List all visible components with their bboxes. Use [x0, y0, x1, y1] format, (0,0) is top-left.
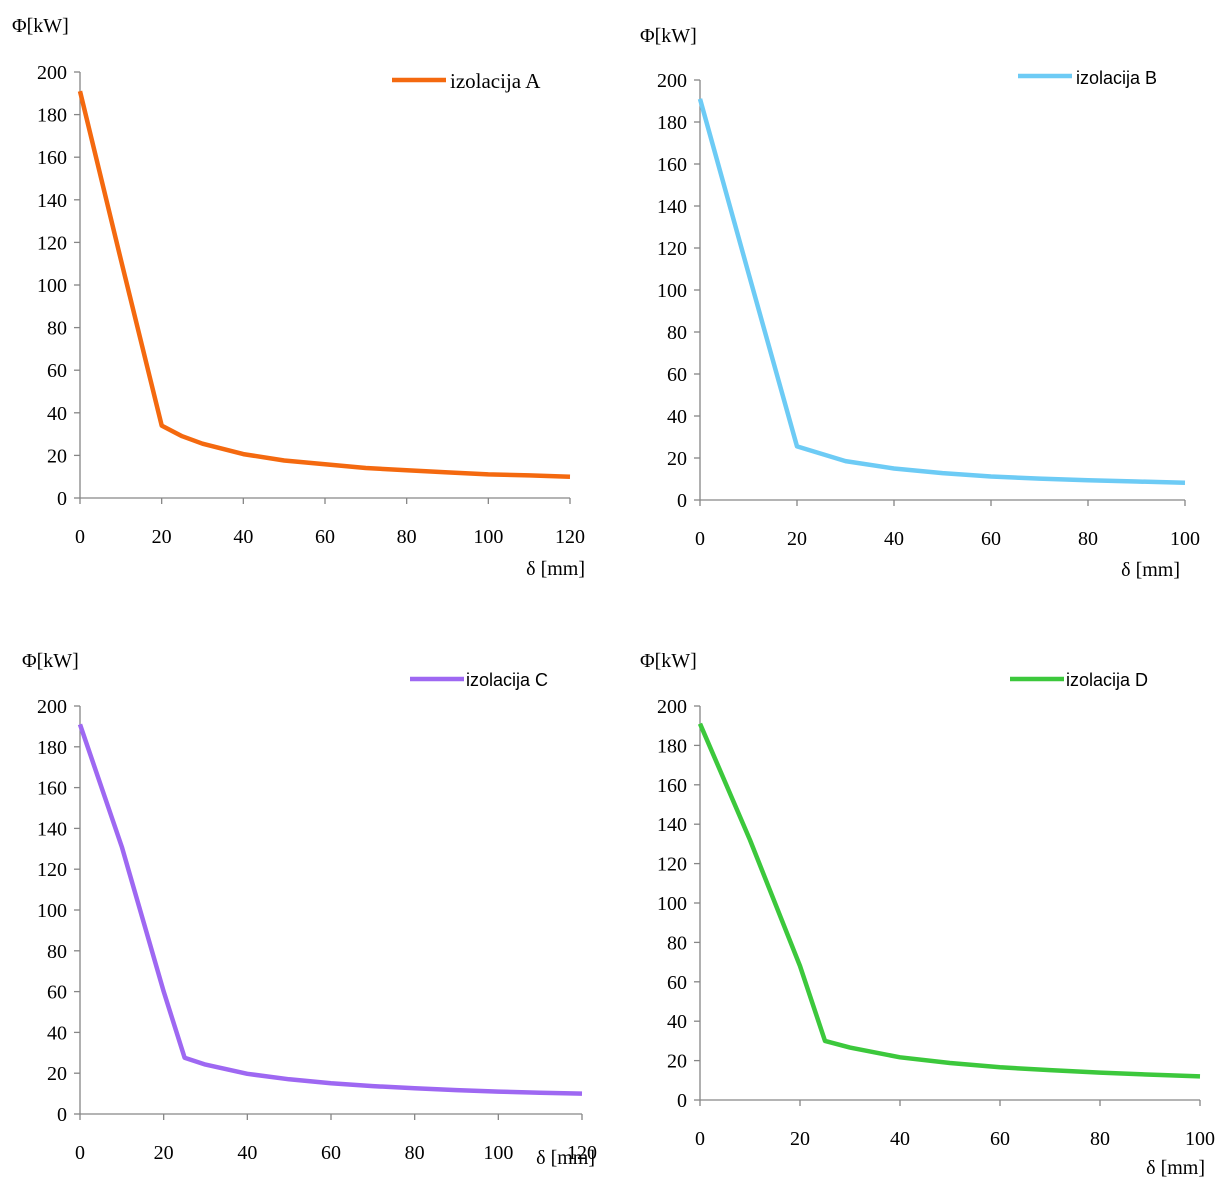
chart-a-y-tick-label: 140 [37, 190, 67, 212]
chart-c-series-line [77, 723, 583, 1096]
chart-a-y-tick-label: 20 [47, 445, 67, 467]
chart-a-y-tick-label: 60 [47, 360, 67, 382]
chart-izolacija-c: 0 20 40 60 80 100 120 140 160 180 200 0 20 40 60 80 100 1… [22, 650, 597, 1169]
chart-c-x-tick-label: 60 [321, 1142, 341, 1164]
chart-d-x-tick-label: 0 [695, 1128, 705, 1150]
chart-b-x-tick-label: 60 [981, 528, 1001, 550]
chart-b-x-tick-label: 40 [884, 528, 904, 550]
chart-c-x-tick-label: 120 [567, 1142, 597, 1164]
chart-d-y-tick-label: 100 [657, 893, 687, 915]
chart-b-y-tick-label: 60 [667, 364, 687, 386]
chart-a-y-tick-label: 80 [47, 318, 67, 340]
chart-izolacija-b: 0 20 40 60 80 100 120 140 160 180 200 0 20 40 60 80 100 Φ… [640, 25, 1200, 581]
chart-c-y-tick-label: 80 [47, 941, 67, 963]
chart-a-y-tick-label: 120 [37, 232, 67, 254]
chart-a-x-tick-label: 0 [75, 526, 85, 548]
chart-a-legend-label: izolacija A [450, 69, 541, 93]
chart-c-legend-label: izolacija C [466, 670, 548, 690]
chart-c-y-tick-label: 160 [37, 778, 67, 800]
chart-c-x-axis-label: δ [mm] [536, 1147, 595, 1169]
chart-izolacija-d: 0 20 40 60 80 100 120 140 160 180 200 0 20 40 60 80 100 Φ… [640, 650, 1215, 1179]
chart-c-y-tick-label: 40 [47, 1022, 67, 1044]
chart-c-x-tick-label: 40 [237, 1142, 257, 1164]
chart-a-y-tick-label: 200 [37, 62, 67, 84]
chart-b-y-tick-label: 160 [657, 154, 687, 176]
chart-a-y-tick-label: 40 [47, 403, 67, 425]
chart-b-y-axis-label: Φ[kW] [640, 25, 697, 47]
chart-a-x-tick-label: 60 [315, 526, 335, 548]
chart-a-x-tick-label: 40 [233, 526, 253, 548]
chart-c-y-tick-label: 140 [37, 818, 67, 840]
chart-b-x-tick-label: 20 [787, 528, 807, 550]
chart-b-x-tick-label: 100 [1170, 528, 1200, 550]
chart-b-x-tick-label: 80 [1078, 528, 1098, 550]
chart-c-x-tick-label: 0 [75, 1142, 85, 1164]
chart-a-y-tick-label: 0 [57, 488, 67, 510]
chart-d-x-tick-label: 40 [890, 1128, 910, 1150]
chart-d-y-tick-label: 60 [667, 972, 687, 994]
chart-d-x-tick-label: 100 [1185, 1128, 1215, 1150]
chart-d-y-tick-label: 160 [657, 775, 687, 797]
chart-d-y-tick-label: 0 [677, 1090, 687, 1112]
chart-a-x-tick-label: 80 [397, 526, 417, 548]
chart-b-series-line [697, 98, 1186, 486]
chart-d-y-axis-label: Φ[kW] [640, 650, 697, 672]
chart-c-x-tick-label: 80 [405, 1142, 425, 1164]
chart-b-y-tick-label: 140 [657, 196, 687, 218]
chart-d-y-tick-label: 120 [657, 854, 687, 876]
chart-a-y-tick-label: 180 [37, 105, 67, 127]
chart-d-x-tick-label: 20 [790, 1128, 810, 1150]
chart-d-y-tick-label: 200 [657, 696, 687, 718]
chart-d-series-line [697, 722, 1201, 1079]
chart-d-legend-label: izolacija D [1066, 670, 1148, 690]
chart-b-x-tick-label: 0 [695, 528, 705, 550]
chart-c-y-tick-label: 120 [37, 859, 67, 881]
chart-d-x-axis-label: δ [mm] [1146, 1157, 1205, 1179]
chart-d-x-tick-label: 60 [990, 1128, 1010, 1150]
chart-c-x-tick-label: 20 [154, 1142, 174, 1164]
chart-a-x-tick-label: 120 [555, 526, 585, 548]
chart-a-y-tick-label: 160 [37, 147, 67, 169]
chart-izolacija-a: 0 20 40 60 80 100 120 140 160 180 200 0 20 40 60 80 100 1… [12, 15, 585, 580]
chart-b-y-tick-label: 0 [677, 490, 687, 512]
chart-d-x-tick-label: 80 [1090, 1128, 1110, 1150]
chart-c-y-tick-label: 20 [47, 1063, 67, 1085]
chart-a-y-axis-label: Φ[kW] [12, 15, 69, 37]
chart-a-y-tick-label: 100 [37, 275, 67, 297]
chart-b-y-tick-label: 200 [657, 70, 687, 92]
chart-b-y-tick-label: 40 [667, 406, 687, 428]
chart-c-y-tick-label: 100 [37, 900, 67, 922]
chart-d-y-tick-label: 80 [667, 932, 687, 954]
chart-a-series-line [77, 90, 571, 479]
chart-c-y-axis-label: Φ[kW] [22, 650, 79, 672]
chart-b-y-tick-label: 100 [657, 280, 687, 302]
chart-c-y-tick-label: 180 [37, 737, 67, 759]
chart-c-x-tick-label: 100 [483, 1142, 513, 1164]
chart-a-x-axis-label: δ [mm] [526, 558, 585, 580]
chart-c-y-tick-label: 0 [57, 1104, 67, 1126]
chart-a-x-tick-label: 100 [473, 526, 503, 548]
chart-d-y-tick-label: 40 [667, 1011, 687, 1033]
chart-b-y-tick-label: 180 [657, 112, 687, 134]
chart-b-x-axis-label: δ [mm] [1121, 559, 1180, 581]
chart-d-y-tick-label: 20 [667, 1051, 687, 1073]
chart-c-y-tick-label: 200 [37, 696, 67, 718]
chart-b-legend-label: izolacija B [1076, 68, 1157, 88]
chart-c-y-tick-label: 60 [47, 982, 67, 1004]
chart-a-x-tick-label: 20 [152, 526, 172, 548]
chart-d-y-tick-label: 140 [657, 814, 687, 836]
chart-b-y-tick-label: 80 [667, 322, 687, 344]
chart-d-y-tick-label: 180 [657, 735, 687, 757]
chart-b-y-tick-label: 120 [657, 238, 687, 260]
chart-b-y-tick-label: 20 [667, 448, 687, 470]
